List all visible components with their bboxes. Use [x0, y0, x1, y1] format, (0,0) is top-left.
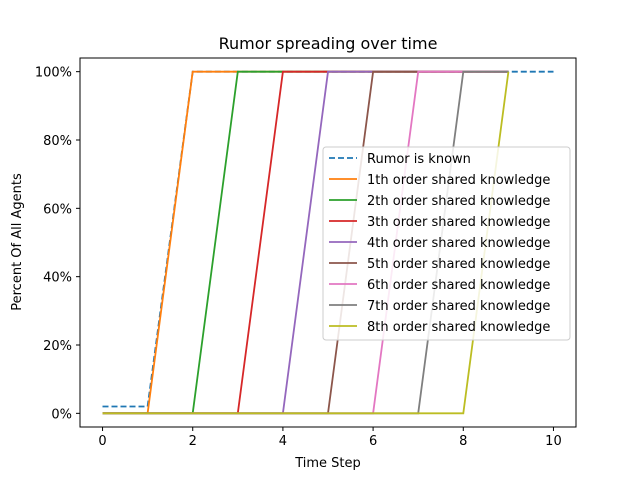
legend-label: 8th order shared knowledge: [367, 320, 550, 335]
legend-box: [322, 146, 571, 341]
legend-label: 1th order shared knowledge: [367, 173, 550, 188]
y-tick-label: 40%: [43, 271, 72, 286]
y-tick-label: 20%: [43, 339, 72, 354]
legend-label: 6th order shared knowledge: [367, 278, 550, 293]
x-tick-label: 10: [545, 434, 562, 449]
x-tick-label: 6: [369, 434, 377, 449]
x-tick-label: 8: [459, 434, 467, 449]
x-tick-label: 4: [279, 434, 287, 449]
legend-label: 2th order shared knowledge: [367, 194, 550, 209]
legend-label: Rumor is known: [367, 152, 471, 167]
y-tick-label: 100%: [35, 66, 72, 81]
y-tick-label: 0%: [51, 407, 72, 422]
x-axis-label: Time Step: [294, 456, 361, 471]
series-line-9: [102, 71, 510, 415]
y-tick-label: 80%: [43, 134, 72, 149]
legend-label: 4th order shared knowledge: [367, 236, 550, 251]
chart-title: Rumor spreading over time: [219, 34, 438, 53]
x-axis: 0 2 4 6 8 10: [98, 427, 562, 449]
legend-label: 3th order shared knowledge: [367, 215, 550, 230]
y-axis: 0% 20% 40% 60% 80% 100%: [35, 66, 80, 422]
legend-label: 5th order shared knowledge: [367, 257, 550, 272]
plot-lines: [102, 70, 554, 415]
y-axis-label: Percent Of All Agents: [10, 173, 25, 311]
x-tick-label: 0: [98, 434, 106, 449]
plot-frame: [79, 57, 577, 428]
legend-label: 7th order shared knowledge: [367, 299, 550, 314]
legend: Rumor is known 1th order shared knowledge…: [322, 146, 571, 341]
x-tick-label: 2: [189, 434, 197, 449]
y-tick-label: 60%: [43, 202, 72, 217]
